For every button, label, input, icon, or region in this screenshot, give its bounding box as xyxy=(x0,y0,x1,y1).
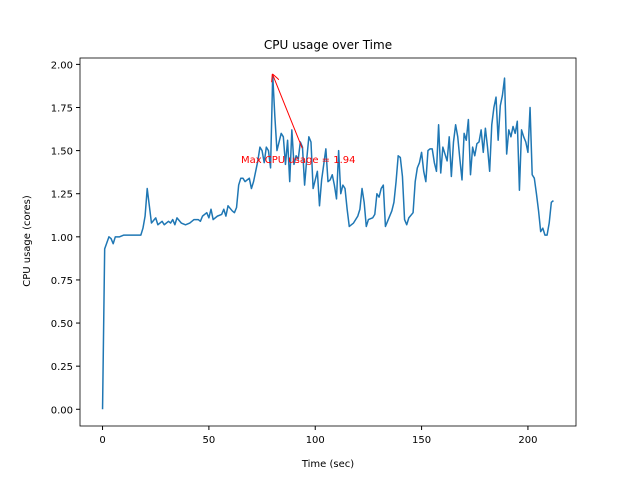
y-tick-label: 2.00 xyxy=(51,60,73,71)
x-tick-label: 0 xyxy=(99,435,105,446)
chart-title: CPU usage over Time xyxy=(264,38,392,52)
data-line xyxy=(101,73,554,410)
x-tick-label: 200 xyxy=(518,435,537,446)
x-tick-label: 100 xyxy=(306,435,325,446)
x-axis-label: Time (sec) xyxy=(301,459,354,470)
y-tick-label: 1.50 xyxy=(51,147,73,158)
x-tick-label: 50 xyxy=(203,435,216,446)
x-tick-label: 150 xyxy=(412,435,431,446)
y-tick-label: 0.50 xyxy=(51,319,73,330)
plot-frame xyxy=(79,57,577,427)
y-tick-label: 1.25 xyxy=(51,190,73,201)
annotation-arrow xyxy=(273,75,303,149)
y-tick-label: 0.25 xyxy=(51,362,73,373)
y-tick-label: 0.75 xyxy=(51,276,73,287)
y-tick-label: 1.75 xyxy=(51,103,73,114)
annotation-text: Max CPU usage = 1.94 xyxy=(241,155,356,166)
y-tick-label: 1.00 xyxy=(51,233,73,244)
y-tick-label: 0.00 xyxy=(51,405,73,416)
y-axis-label: CPU usage (cores) xyxy=(22,195,33,287)
